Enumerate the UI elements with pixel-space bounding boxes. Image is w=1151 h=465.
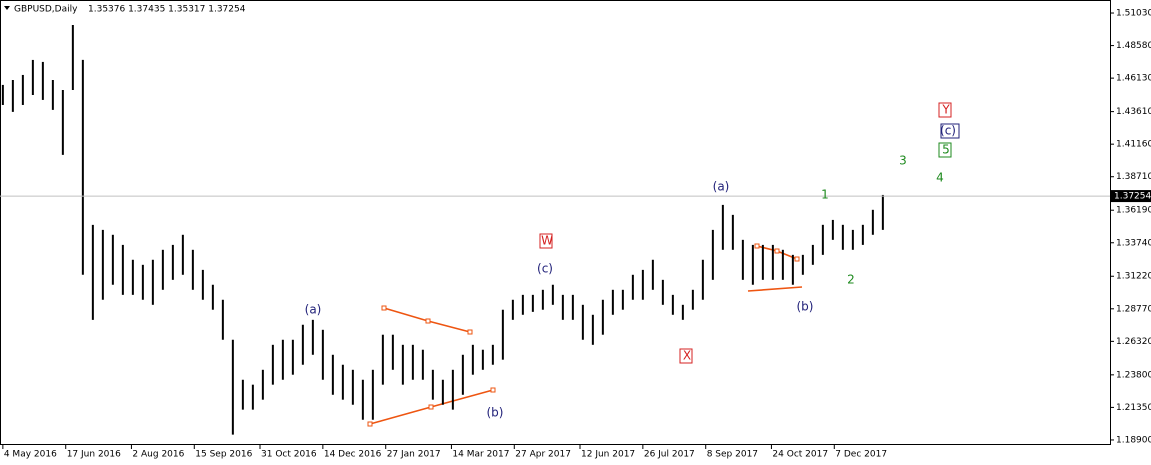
y-tick-label: 1.51030 (1116, 9, 1151, 19)
current-price-box (1111, 190, 1151, 203)
chart-subtitle: 1.35376 1.37435 1.35317 1.37254 (88, 5, 246, 15)
x-tick-label: 14 Mar 2017 (452, 450, 509, 460)
wave-label: (a) (305, 303, 322, 317)
wave-label: (b) (487, 406, 504, 420)
x-tick-label: 31 Oct 2016 (261, 450, 317, 460)
x-tick-label: 8 Sep 2017 (707, 450, 758, 460)
x-tick-label: 15 Sep 2016 (195, 450, 252, 460)
y-tick-label: 1.26320 (1116, 337, 1151, 347)
menu-arrow (4, 6, 10, 10)
x-tick-label: 26 Jul 2017 (644, 450, 695, 460)
y-tick-label: 1.36190 (1116, 206, 1151, 216)
wave-label: (c) (537, 262, 553, 276)
wave-label: W (541, 234, 553, 248)
y-tick-label: 1.21350 (1116, 403, 1151, 413)
wave-label: X (683, 349, 691, 363)
wave-label: (a) (713, 180, 730, 194)
wave-label: 1 (821, 188, 829, 202)
y-tick-label: 1.46130 (1116, 74, 1151, 84)
chart-title: GBPUSD,Daily (14, 5, 78, 15)
y-tick-label: 1.23800 (1116, 370, 1151, 380)
x-tick-label: 27 Jan 2017 (387, 450, 441, 460)
x-tick-label: 4 May 2016 (4, 450, 57, 460)
x-tick-label: 2 Aug 2016 (132, 450, 184, 460)
wave-label: Y (941, 103, 950, 117)
wave-label: 5 (942, 143, 950, 157)
wave-label: (c) (940, 124, 956, 138)
y-tick-label: 1.38710 (1116, 172, 1151, 182)
x-tick-label: 12 Jun 2017 (581, 450, 635, 460)
trendline-handles (367, 243, 800, 427)
y-tick-label: 1.31220 (1116, 272, 1151, 282)
wave-label: (b) (797, 300, 814, 314)
current-price-label: 1.37254 (1114, 192, 1151, 202)
annotation-box (679, 348, 693, 364)
wave-label: 4 (936, 171, 944, 185)
wave-label: 3 (899, 154, 907, 168)
y-tick-label: 1.33740 (1116, 238, 1151, 248)
x-tick-label: 24 Oct 2017 (772, 450, 828, 460)
plot-frame (0, 0, 1111, 445)
annotation-box (539, 233, 553, 249)
x-tick-label: 7 Dec 2017 (835, 450, 887, 460)
y-tick-label: 1.41160 (1116, 140, 1151, 150)
annotation-box (938, 102, 952, 118)
x-tick-label: 27 Apr 2017 (515, 450, 571, 460)
annotation-box (938, 142, 952, 158)
x-tick-label: 14 Dec 2016 (324, 450, 382, 460)
y-tick-label: 1.18900 (1116, 435, 1151, 445)
y-tick-label: 1.43610 (1116, 107, 1151, 117)
x-tick-label: 17 Jun 2016 (67, 450, 121, 460)
wave-label: 2 (847, 273, 855, 287)
y-tick-label: 1.28770 (1116, 304, 1151, 314)
annotation-box (940, 123, 960, 139)
y-tick-label: 1.48580 (1116, 41, 1151, 51)
